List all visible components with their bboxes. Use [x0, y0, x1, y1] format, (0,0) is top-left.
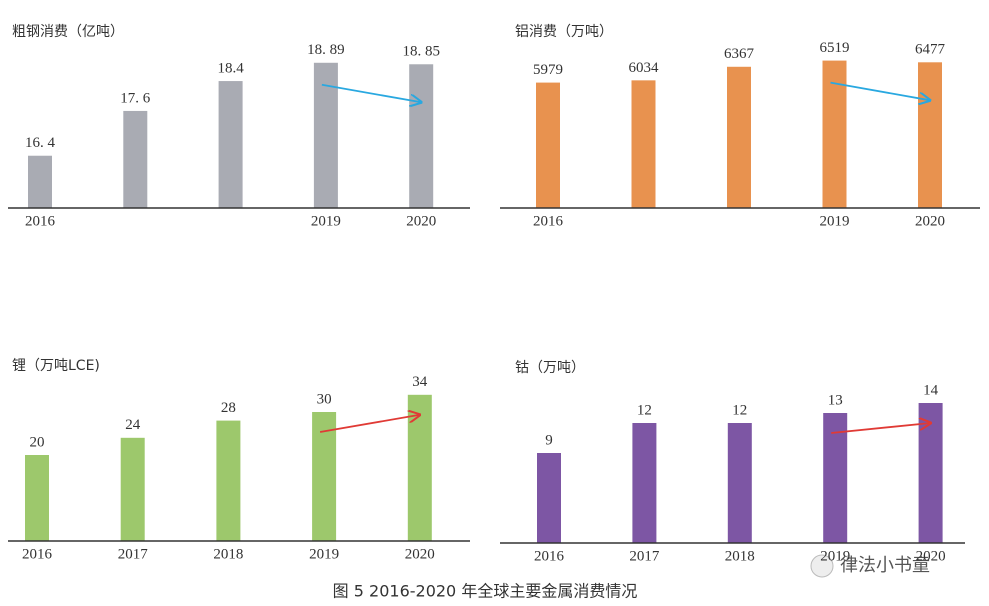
x-tick-label: 2020 — [916, 548, 946, 564]
data-label: 17. 6 — [120, 90, 151, 106]
trend-arrow — [319, 415, 420, 433]
watermark-text: 律法小书童 — [840, 555, 930, 576]
data-label: 6519 — [820, 40, 850, 56]
chart: 锂（万吨LCE) 20 2016 24 2017 28 2018 30 2019 34 2020 — [8, 358, 470, 562]
x-tick-label: 2019 — [309, 546, 339, 562]
bar — [216, 420, 241, 541]
bar — [918, 62, 942, 208]
chart-title: 铝消费（万吨） — [515, 24, 613, 40]
bar — [120, 437, 145, 541]
bar — [25, 455, 49, 541]
x-tick-label: 2019 — [820, 548, 850, 564]
x-tick-label: 2019 — [820, 213, 850, 229]
bar — [823, 413, 848, 543]
x-tick-label: 2016 — [533, 213, 564, 229]
bar — [28, 155, 52, 208]
x-tick-label: 2017 — [629, 548, 660, 564]
data-label: 6034 — [629, 60, 660, 76]
bar — [313, 62, 338, 209]
trend-arrow — [321, 83, 421, 102]
bar — [727, 423, 752, 543]
data-label: 34 — [412, 374, 428, 390]
data-label: 12 — [732, 402, 747, 418]
bar — [537, 453, 561, 543]
data-label: 30 — [317, 391, 332, 407]
bar — [218, 81, 243, 208]
data-label: 9 — [545, 432, 553, 448]
bar — [536, 82, 560, 208]
data-label: 18. 85 — [402, 44, 440, 60]
watermark-icon — [810, 554, 834, 578]
caption: 图 5 2016-2020 年全球主要金属消费情况 — [333, 582, 638, 601]
bar — [632, 423, 657, 543]
data-label: 18.4 — [217, 61, 244, 77]
data-label: 6477 — [915, 42, 946, 58]
data-label: 16. 4 — [25, 135, 56, 151]
chart: 粗钢消费（亿吨） 16. 4 2016 17. 6 18.4 18. 89 2019 18. … — [8, 24, 470, 229]
x-tick-label: 2016 — [22, 546, 53, 562]
x-tick-label: 2018 — [213, 546, 243, 562]
bar — [123, 110, 148, 208]
chart-title: 锂（万吨LCE) — [12, 358, 100, 374]
data-label: 24 — [125, 417, 141, 433]
watermark: 律法小书童 — [810, 554, 930, 578]
data-label: 20 — [30, 434, 45, 450]
data-label: 13 — [828, 392, 843, 408]
bar — [312, 412, 337, 541]
chart-title: 粗钢消费（亿吨） — [12, 24, 124, 40]
x-tick-label: 2019 — [311, 213, 341, 229]
data-label: 12 — [637, 402, 652, 418]
x-tick-label: 2016 — [25, 213, 56, 229]
trend-arrow — [830, 81, 931, 101]
data-label: 5979 — [533, 62, 563, 78]
chart: 钴（万吨） 9 2016 12 2017 12 2018 13 2019 14 2020 — [500, 360, 965, 564]
x-tick-label: 2017 — [118, 546, 149, 562]
data-label: 6367 — [724, 46, 755, 62]
bar — [631, 80, 656, 208]
data-label: 14 — [923, 382, 939, 398]
x-tick-label: 2020 — [406, 213, 436, 229]
data-label: 28 — [221, 400, 236, 416]
chart: 铝消费（万吨） 5979 2016 6034 6367 6519 2019 6477 2020 — [500, 24, 980, 229]
bar — [409, 64, 434, 209]
x-tick-label: 2016 — [534, 548, 565, 564]
trend-arrow — [831, 423, 930, 434]
data-label: 18. 89 — [307, 42, 345, 58]
x-tick-label: 2020 — [915, 213, 945, 229]
chart-title: 钴（万吨） — [515, 360, 585, 376]
x-tick-label: 2020 — [405, 546, 435, 562]
bar — [727, 66, 751, 208]
x-tick-label: 2018 — [725, 548, 755, 564]
